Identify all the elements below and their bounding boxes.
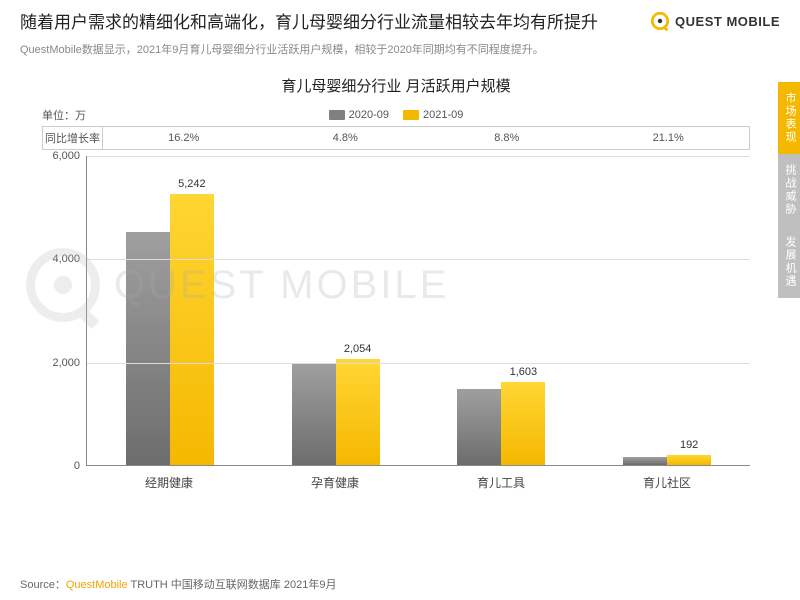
bar-group: 5,242 [87,156,253,465]
quest-mobile-icon [649,10,671,32]
bar-2021: 192 [667,455,711,465]
legend-row: 单位：万 2020-09 2021-09 [42,106,750,124]
y-tick: 4,000 [52,253,80,265]
bar-value-label: 5,242 [178,178,206,190]
plot-area: 02,0004,0006,000 5,2422,0541,603192 [42,156,750,466]
y-tick: 0 [74,460,80,472]
plot-body: 5,242 2,054 1,603 192 [86,156,750,466]
bar-2020 [292,364,336,465]
growth-rate-label: 同比增长率 [43,127,103,149]
source-brand: QuestMobile [66,579,128,591]
bar-2021: 2,054 [336,359,380,465]
x-axis-label: 育儿社区 [584,466,750,491]
grid-line [87,156,750,157]
source-suffix: TRUTH 中国移动互联网数据库 2021年9月 [128,579,337,591]
legend-label-2021: 2021-09 [423,109,463,121]
x-axis-label: 经期健康 [86,466,252,491]
source-prefix: Source： [20,579,66,591]
swatch-2020 [329,110,345,120]
legend: 2020-09 2021-09 [329,109,464,121]
bar-2020 [623,457,667,465]
swatch-2021 [403,110,419,120]
y-axis: 02,0004,0006,000 [42,156,86,466]
growth-rate-row: 同比增长率 16.2% 4.8% 8.8% 21.1% [42,126,750,150]
unit-label: 单位：万 [42,107,86,123]
grid-line [87,363,750,364]
bar-group: 192 [584,156,750,465]
legend-item-2020: 2020-09 [329,109,389,121]
y-tick: 6,000 [52,150,80,162]
bar-value-label: 1,603 [510,366,538,378]
header: 随着用户需求的精细化和高端化，育儿母婴细分行业流量相较去年均有所提升 Quest… [0,0,800,65]
page-subtitle: QuestMobile数据显示，2021年9月育儿母婴细分行业活跃用户规模，相较… [20,41,780,57]
bar-2021: 1,603 [501,382,545,465]
bar-2021: 5,242 [170,194,214,465]
x-axis-label: 育儿工具 [418,466,584,491]
growth-cell-3: 21.1% [588,127,750,149]
bar-2020 [126,232,170,465]
growth-cell-1: 4.8% [265,127,427,149]
legend-label-2020: 2020-09 [349,109,389,121]
page-title: 随着用户需求的精细化和高端化，育儿母婴细分行业流量相较去年均有所提升 [20,12,620,35]
grid-line [87,259,750,260]
chart-container: 育儿母婴细分行业 月活跃用户规模 单位：万 2020-09 2021-09 同比… [0,65,800,491]
source-line: Source：QuestMobile TRUTH 中国移动互联网数据库 2021… [20,576,336,592]
bar-value-label: 2,054 [344,343,372,355]
brand-logo-text: QUEST MOBILE [675,14,780,29]
growth-cell-2: 8.8% [426,127,588,149]
growth-cell-0: 16.2% [103,127,265,149]
x-axis-label: 孕育健康 [252,466,418,491]
bar-2020 [457,389,501,465]
bar-group: 1,603 [419,156,585,465]
chart-title: 育儿母婴细分行业 月活跃用户规模 [42,75,750,96]
y-tick: 2,000 [52,357,80,369]
brand-logo: QUEST MOBILE [649,10,780,32]
bar-group: 2,054 [253,156,419,465]
x-axis: 经期健康孕育健康育儿工具育儿社区 [86,466,750,491]
bar-value-label: 192 [680,439,698,451]
legend-item-2021: 2021-09 [403,109,463,121]
